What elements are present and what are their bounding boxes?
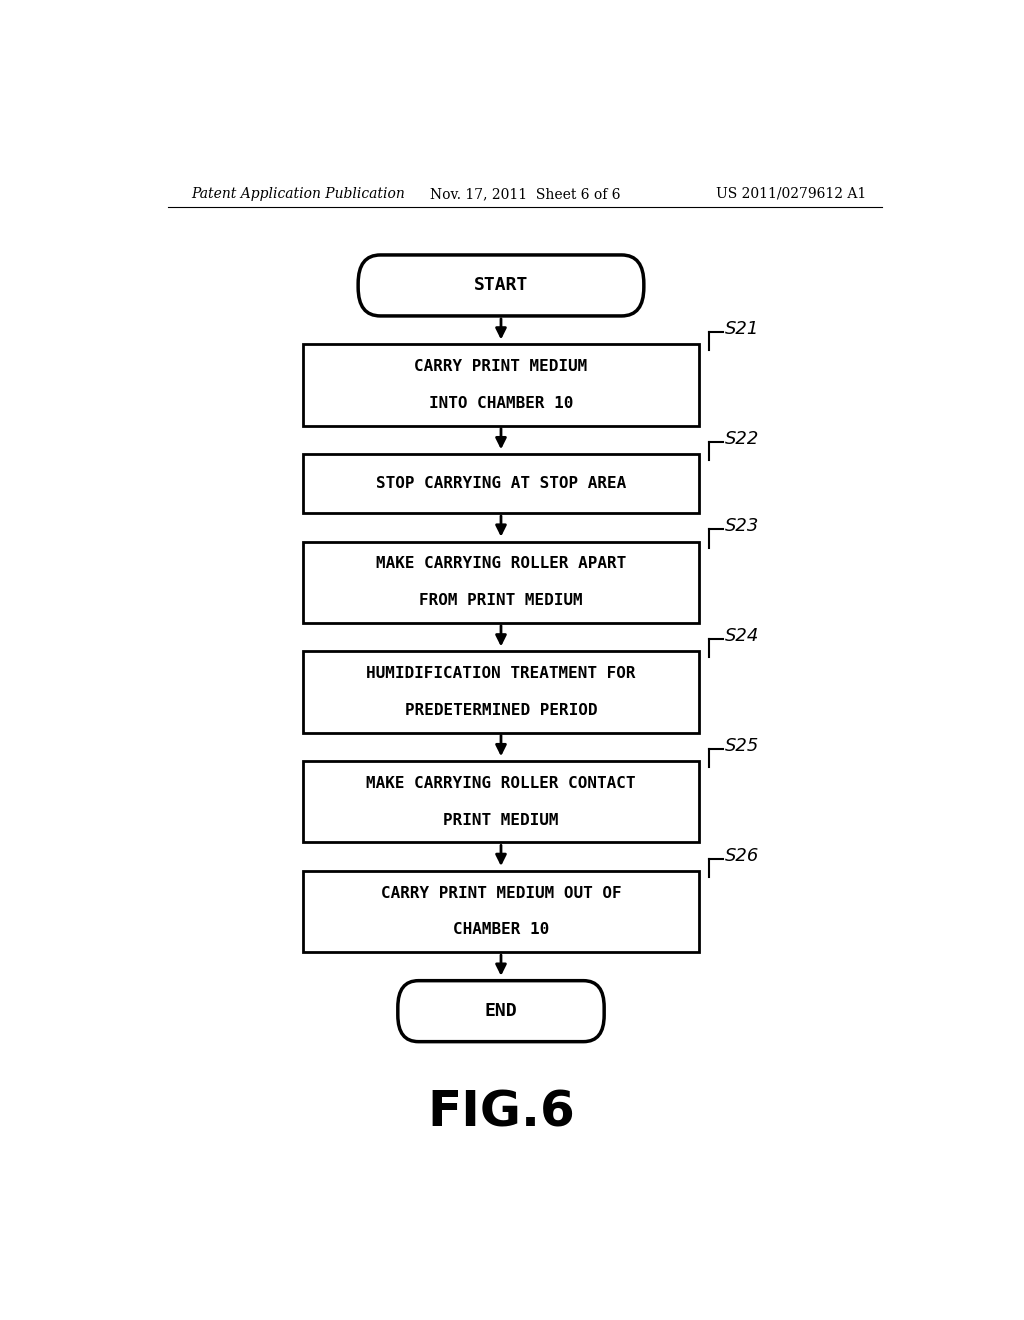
Text: US 2011/0279612 A1: US 2011/0279612 A1 bbox=[716, 187, 866, 201]
Text: FROM PRINT MEDIUM: FROM PRINT MEDIUM bbox=[419, 593, 583, 609]
Bar bbox=[303, 345, 699, 426]
Text: S21: S21 bbox=[725, 321, 759, 338]
FancyBboxPatch shape bbox=[358, 255, 644, 315]
Text: HUMIDIFICATION TREATMENT FOR: HUMIDIFICATION TREATMENT FOR bbox=[367, 667, 636, 681]
Text: S24: S24 bbox=[725, 627, 759, 645]
Text: FIG.6: FIG.6 bbox=[427, 1089, 574, 1137]
Text: CHAMBER 10: CHAMBER 10 bbox=[453, 923, 549, 937]
Text: CARRY PRINT MEDIUM OUT OF: CARRY PRINT MEDIUM OUT OF bbox=[381, 886, 622, 900]
Text: S22: S22 bbox=[725, 430, 759, 447]
Text: PREDETERMINED PERIOD: PREDETERMINED PERIOD bbox=[404, 702, 597, 718]
Text: S25: S25 bbox=[725, 737, 759, 755]
Bar bbox=[303, 454, 699, 513]
Text: MAKE CARRYING ROLLER APART: MAKE CARRYING ROLLER APART bbox=[376, 557, 626, 572]
Bar bbox=[303, 762, 699, 842]
Text: S23: S23 bbox=[725, 517, 759, 536]
Text: Patent Application Publication: Patent Application Publication bbox=[191, 187, 406, 201]
Text: END: END bbox=[484, 1002, 517, 1020]
FancyBboxPatch shape bbox=[397, 981, 604, 1041]
Text: INTO CHAMBER 10: INTO CHAMBER 10 bbox=[429, 396, 573, 411]
Bar bbox=[303, 651, 699, 733]
Text: CARRY PRINT MEDIUM: CARRY PRINT MEDIUM bbox=[415, 359, 588, 375]
Text: MAKE CARRYING ROLLER CONTACT: MAKE CARRYING ROLLER CONTACT bbox=[367, 776, 636, 791]
Text: STOP CARRYING AT STOP AREA: STOP CARRYING AT STOP AREA bbox=[376, 477, 626, 491]
Text: START: START bbox=[474, 276, 528, 294]
Text: Nov. 17, 2011  Sheet 6 of 6: Nov. 17, 2011 Sheet 6 of 6 bbox=[429, 187, 621, 201]
Bar bbox=[303, 871, 699, 952]
Bar bbox=[303, 541, 699, 623]
Text: S26: S26 bbox=[725, 846, 759, 865]
Text: PRINT MEDIUM: PRINT MEDIUM bbox=[443, 813, 559, 828]
